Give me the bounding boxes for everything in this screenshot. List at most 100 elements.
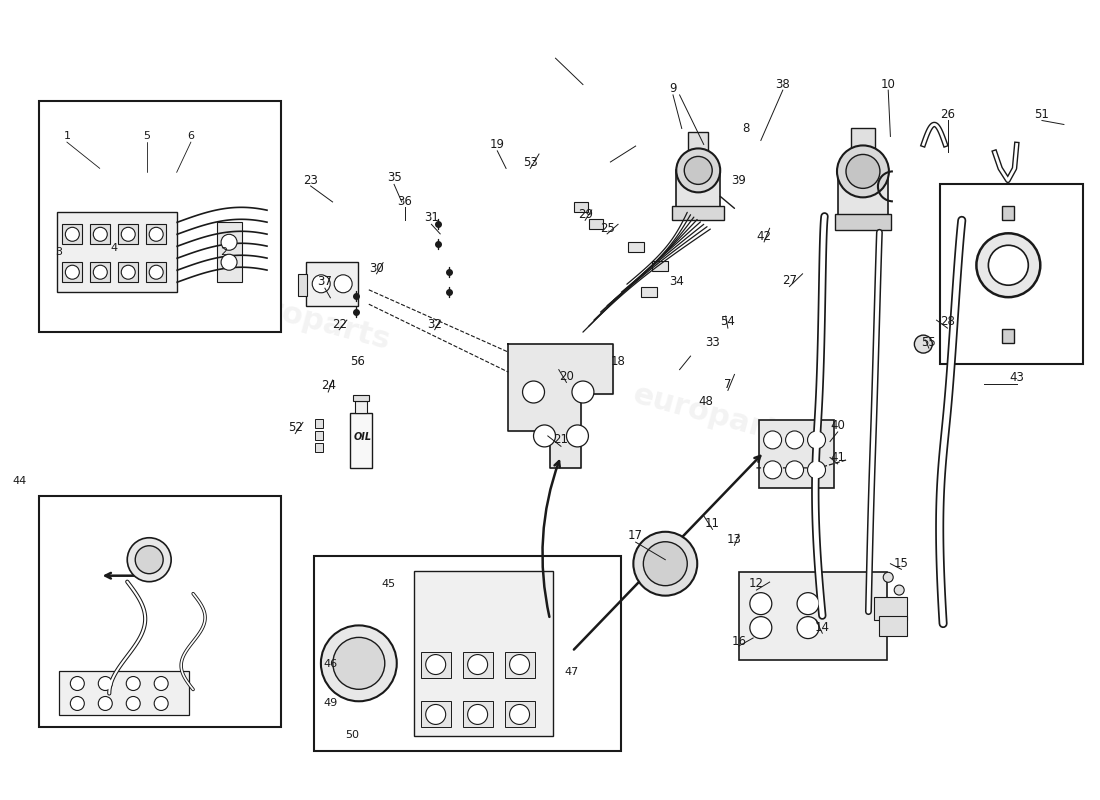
- Text: 51: 51: [1034, 107, 1049, 121]
- Circle shape: [807, 461, 825, 479]
- Bar: [463, 702, 493, 727]
- Circle shape: [94, 227, 108, 242]
- Circle shape: [150, 266, 163, 279]
- Text: europarts: europarts: [223, 284, 394, 356]
- Circle shape: [676, 149, 720, 192]
- Bar: [119, 224, 139, 244]
- Text: 42: 42: [757, 230, 771, 242]
- Text: europarts: europarts: [629, 380, 800, 452]
- Bar: [350, 413, 372, 468]
- Circle shape: [914, 335, 933, 353]
- Bar: [59, 670, 189, 715]
- Circle shape: [70, 697, 85, 710]
- Circle shape: [798, 617, 820, 638]
- Circle shape: [785, 461, 804, 479]
- Circle shape: [150, 227, 163, 242]
- Circle shape: [534, 425, 556, 447]
- Text: 9: 9: [669, 82, 676, 95]
- Text: 1: 1: [64, 131, 70, 142]
- Circle shape: [426, 654, 446, 674]
- Circle shape: [135, 546, 163, 574]
- Text: 33: 33: [705, 336, 719, 349]
- Text: 41: 41: [830, 451, 845, 464]
- Circle shape: [468, 654, 487, 674]
- Bar: [590, 219, 603, 230]
- Circle shape: [634, 532, 697, 596]
- Text: 54: 54: [720, 315, 735, 328]
- Circle shape: [846, 154, 880, 188]
- Bar: [851, 129, 874, 149]
- Text: 20: 20: [559, 370, 574, 382]
- Text: 29: 29: [578, 208, 593, 222]
- Circle shape: [807, 431, 825, 449]
- Text: 6: 6: [187, 131, 195, 142]
- Text: 2: 2: [220, 247, 228, 258]
- Bar: [879, 616, 906, 635]
- Circle shape: [750, 593, 772, 614]
- Text: 39: 39: [732, 174, 746, 187]
- Circle shape: [763, 431, 782, 449]
- Text: 30: 30: [370, 262, 384, 274]
- Text: 38: 38: [776, 78, 790, 91]
- Text: 25: 25: [600, 222, 615, 234]
- Circle shape: [312, 275, 330, 293]
- Text: 13: 13: [727, 534, 741, 546]
- Text: 26: 26: [940, 107, 955, 121]
- Circle shape: [121, 227, 135, 242]
- Text: 4: 4: [110, 243, 118, 254]
- Circle shape: [894, 585, 904, 595]
- Circle shape: [121, 266, 135, 279]
- Text: 24: 24: [321, 379, 336, 392]
- Circle shape: [154, 677, 168, 690]
- Text: 44: 44: [12, 477, 26, 486]
- Circle shape: [468, 705, 487, 725]
- Text: 50: 50: [345, 730, 360, 741]
- Text: 10: 10: [881, 78, 895, 91]
- Circle shape: [426, 705, 446, 725]
- Bar: [119, 262, 139, 282]
- Text: 23: 23: [304, 174, 318, 187]
- Text: 48: 48: [698, 395, 714, 408]
- Bar: [314, 556, 622, 751]
- Text: 53: 53: [522, 155, 538, 169]
- Text: 12: 12: [749, 577, 763, 590]
- Circle shape: [684, 157, 712, 184]
- Bar: [40, 101, 280, 332]
- Circle shape: [98, 677, 112, 690]
- Text: 3: 3: [56, 247, 63, 258]
- Circle shape: [837, 146, 889, 198]
- Circle shape: [126, 697, 140, 710]
- Text: 45: 45: [382, 578, 396, 589]
- Circle shape: [128, 538, 172, 582]
- Circle shape: [65, 266, 79, 279]
- Circle shape: [750, 617, 772, 638]
- Text: 37: 37: [318, 275, 332, 288]
- Text: 14: 14: [815, 621, 829, 634]
- Bar: [90, 224, 110, 244]
- Text: 21: 21: [553, 434, 569, 446]
- Bar: [838, 171, 888, 216]
- Bar: [873, 598, 906, 620]
- Bar: [298, 274, 307, 296]
- Bar: [146, 224, 166, 244]
- Bar: [57, 212, 177, 292]
- Bar: [40, 496, 280, 727]
- Circle shape: [883, 572, 893, 582]
- Text: 46: 46: [323, 658, 338, 669]
- Bar: [146, 262, 166, 282]
- Text: 19: 19: [490, 138, 505, 151]
- Bar: [353, 395, 370, 401]
- Circle shape: [221, 254, 236, 270]
- Bar: [835, 214, 891, 230]
- Circle shape: [333, 638, 385, 690]
- Bar: [463, 651, 493, 678]
- Bar: [414, 570, 553, 737]
- Text: OIL: OIL: [353, 432, 372, 442]
- Text: 40: 40: [830, 419, 845, 432]
- Bar: [641, 287, 657, 297]
- Bar: [306, 262, 359, 306]
- Circle shape: [977, 234, 1041, 297]
- Bar: [316, 419, 323, 428]
- Text: 7: 7: [724, 378, 732, 390]
- Polygon shape: [508, 344, 613, 468]
